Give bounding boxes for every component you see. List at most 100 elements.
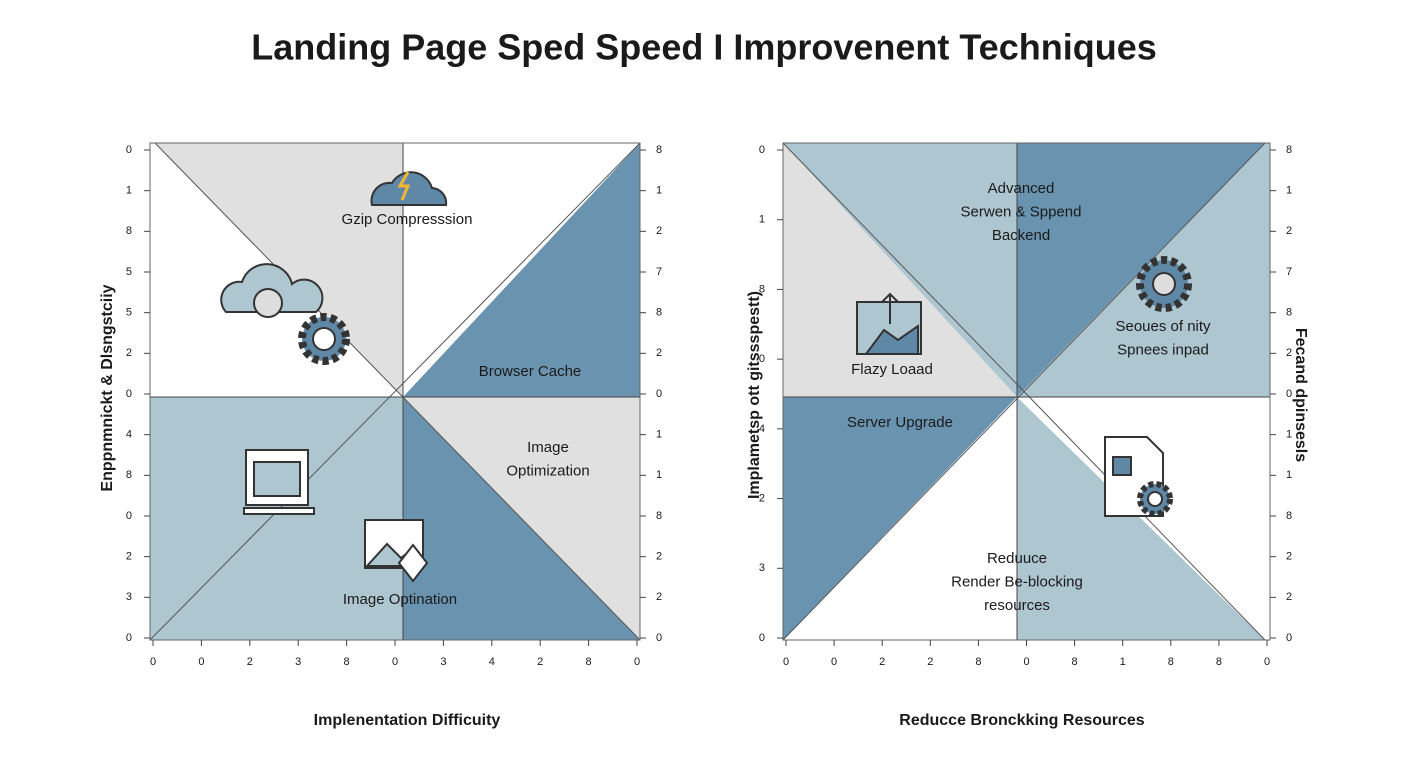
tick-label: 8 (656, 510, 662, 522)
panels: 0 1 8 5 5 2 0 4 8 0 2 3 0 8 1 2 7 8 2 0 1 1 8 2 2 0 0 0 2 3 8 0 3 4 2 8 0 Gzi… (99, 142, 1309, 729)
tick-label: 0 (656, 632, 662, 644)
tick-label: 8 (344, 656, 350, 668)
region-label: Server Upgrade (847, 414, 953, 431)
tick-label: 0 (150, 656, 156, 668)
tick-label: 1 (656, 429, 662, 441)
region-label: Backend (992, 227, 1050, 244)
tick-label: 0 (126, 632, 132, 644)
region (150, 397, 403, 640)
tick-label: 0 (759, 353, 765, 365)
tick-label: 7 (656, 266, 662, 278)
tick-label: 2 (126, 347, 132, 359)
tick-label: 0 (656, 388, 662, 400)
region-label: Seoues of nity (1115, 318, 1211, 335)
cloud-icon (220, 263, 324, 313)
region-label: resources (984, 597, 1050, 614)
region-label: Browser Cache (479, 363, 582, 380)
icons (220, 171, 1192, 583)
region-label: Flazy Loaad (851, 361, 933, 378)
tick-label: 8 (1216, 656, 1222, 668)
tick-label: 2 (656, 551, 662, 563)
tick-label: 0 (1286, 388, 1292, 400)
gear-icon (253, 288, 283, 318)
diamond-icon (397, 543, 429, 583)
tick-label: 3 (440, 656, 446, 668)
tick-label: 5 (126, 266, 132, 278)
tick-label: 8 (126, 225, 132, 237)
tick-label: 8 (1286, 307, 1292, 319)
tick-label: 4 (759, 423, 765, 435)
picture-icon (253, 461, 301, 497)
tick-label: 4 (126, 429, 132, 441)
tick-label: 8 (586, 656, 592, 668)
tick-label: 2 (537, 656, 543, 668)
tick-label: 2 (126, 551, 132, 563)
tick-label: 3 (126, 591, 132, 603)
tick-label: 0 (1264, 656, 1270, 668)
tick-label: 3 (759, 562, 765, 574)
y2-axis-label: Fecand dpinsesls (1292, 328, 1309, 462)
y-axis-label: Implametsp ott gitssspestt) (746, 291, 763, 499)
bolt-icon (397, 171, 411, 201)
doc-block (1112, 456, 1132, 476)
x-axis-label: Reducce Bronckking Resources (899, 712, 1145, 729)
gear-hole (1147, 491, 1163, 507)
region-label: Optimization (506, 462, 589, 479)
tick-label: 0 (1023, 656, 1029, 668)
tick-label: 2 (927, 656, 933, 668)
tick-label: 8 (1286, 144, 1292, 156)
tick-label: 0 (831, 656, 837, 668)
region (783, 143, 1017, 397)
tick-label: 0 (392, 656, 398, 668)
tick-label: 8 (1168, 656, 1174, 668)
region-label: Render Be-blocking (951, 573, 1083, 590)
region-label: Image Optination (343, 591, 457, 608)
cloud-icon (370, 171, 448, 206)
tick-label: 8 (1072, 656, 1078, 668)
region-label: Gzip Compresssion (342, 211, 473, 228)
tick-label: 1 (656, 185, 662, 197)
tick-label: 2 (656, 225, 662, 237)
tick-label: 2 (1286, 347, 1292, 359)
tick-label: 0 (783, 656, 789, 668)
tick-label: 0 (198, 656, 204, 668)
tick-label: 1 (126, 185, 132, 197)
tick-label: 7 (1286, 266, 1292, 278)
tick-label: 0 (126, 388, 132, 400)
tick-label: 8 (759, 283, 765, 295)
tick-label: 0 (759, 144, 765, 156)
y-axis-label: Enppnmnickt & Dlsngstciiy (99, 284, 116, 491)
gear-hole (1152, 272, 1176, 296)
tick-label: 8 (126, 469, 132, 481)
tick-label: 5 (126, 307, 132, 319)
region (403, 143, 640, 397)
tick-label: 0 (634, 656, 640, 668)
tick-label: 2 (1286, 551, 1292, 563)
tick-label: 8 (1286, 510, 1292, 522)
tick-label: 2 (656, 347, 662, 359)
image-mountain (864, 324, 919, 355)
tick-label: 2 (656, 591, 662, 603)
region-label: Serwen & Sppend (961, 203, 1082, 220)
tick-label: 2 (759, 492, 765, 504)
diagonal (782, 142, 1266, 641)
region-label: Advanced (988, 180, 1055, 197)
region (1017, 397, 1265, 640)
title: Landing Page Sped Speed I Improvenent Te… (251, 27, 1156, 68)
tick-label: 0 (126, 144, 132, 156)
tick-label: 0 (759, 632, 765, 644)
tick-label: 1 (1286, 469, 1292, 481)
tick-label: 0 (126, 510, 132, 522)
tick-label: 2 (1286, 225, 1292, 237)
tick-label: 1 (1286, 185, 1292, 197)
diagonal (149, 142, 641, 641)
base-icon (243, 507, 315, 515)
region-label: Spnees inpad (1117, 341, 1209, 358)
arrow-icon (881, 292, 899, 324)
tick-label: 1 (759, 214, 765, 226)
tick-label: 8 (656, 307, 662, 319)
tick-label: 8 (975, 656, 981, 668)
region-label: Reduuce (987, 550, 1047, 567)
tick-label: 1 (1286, 429, 1292, 441)
